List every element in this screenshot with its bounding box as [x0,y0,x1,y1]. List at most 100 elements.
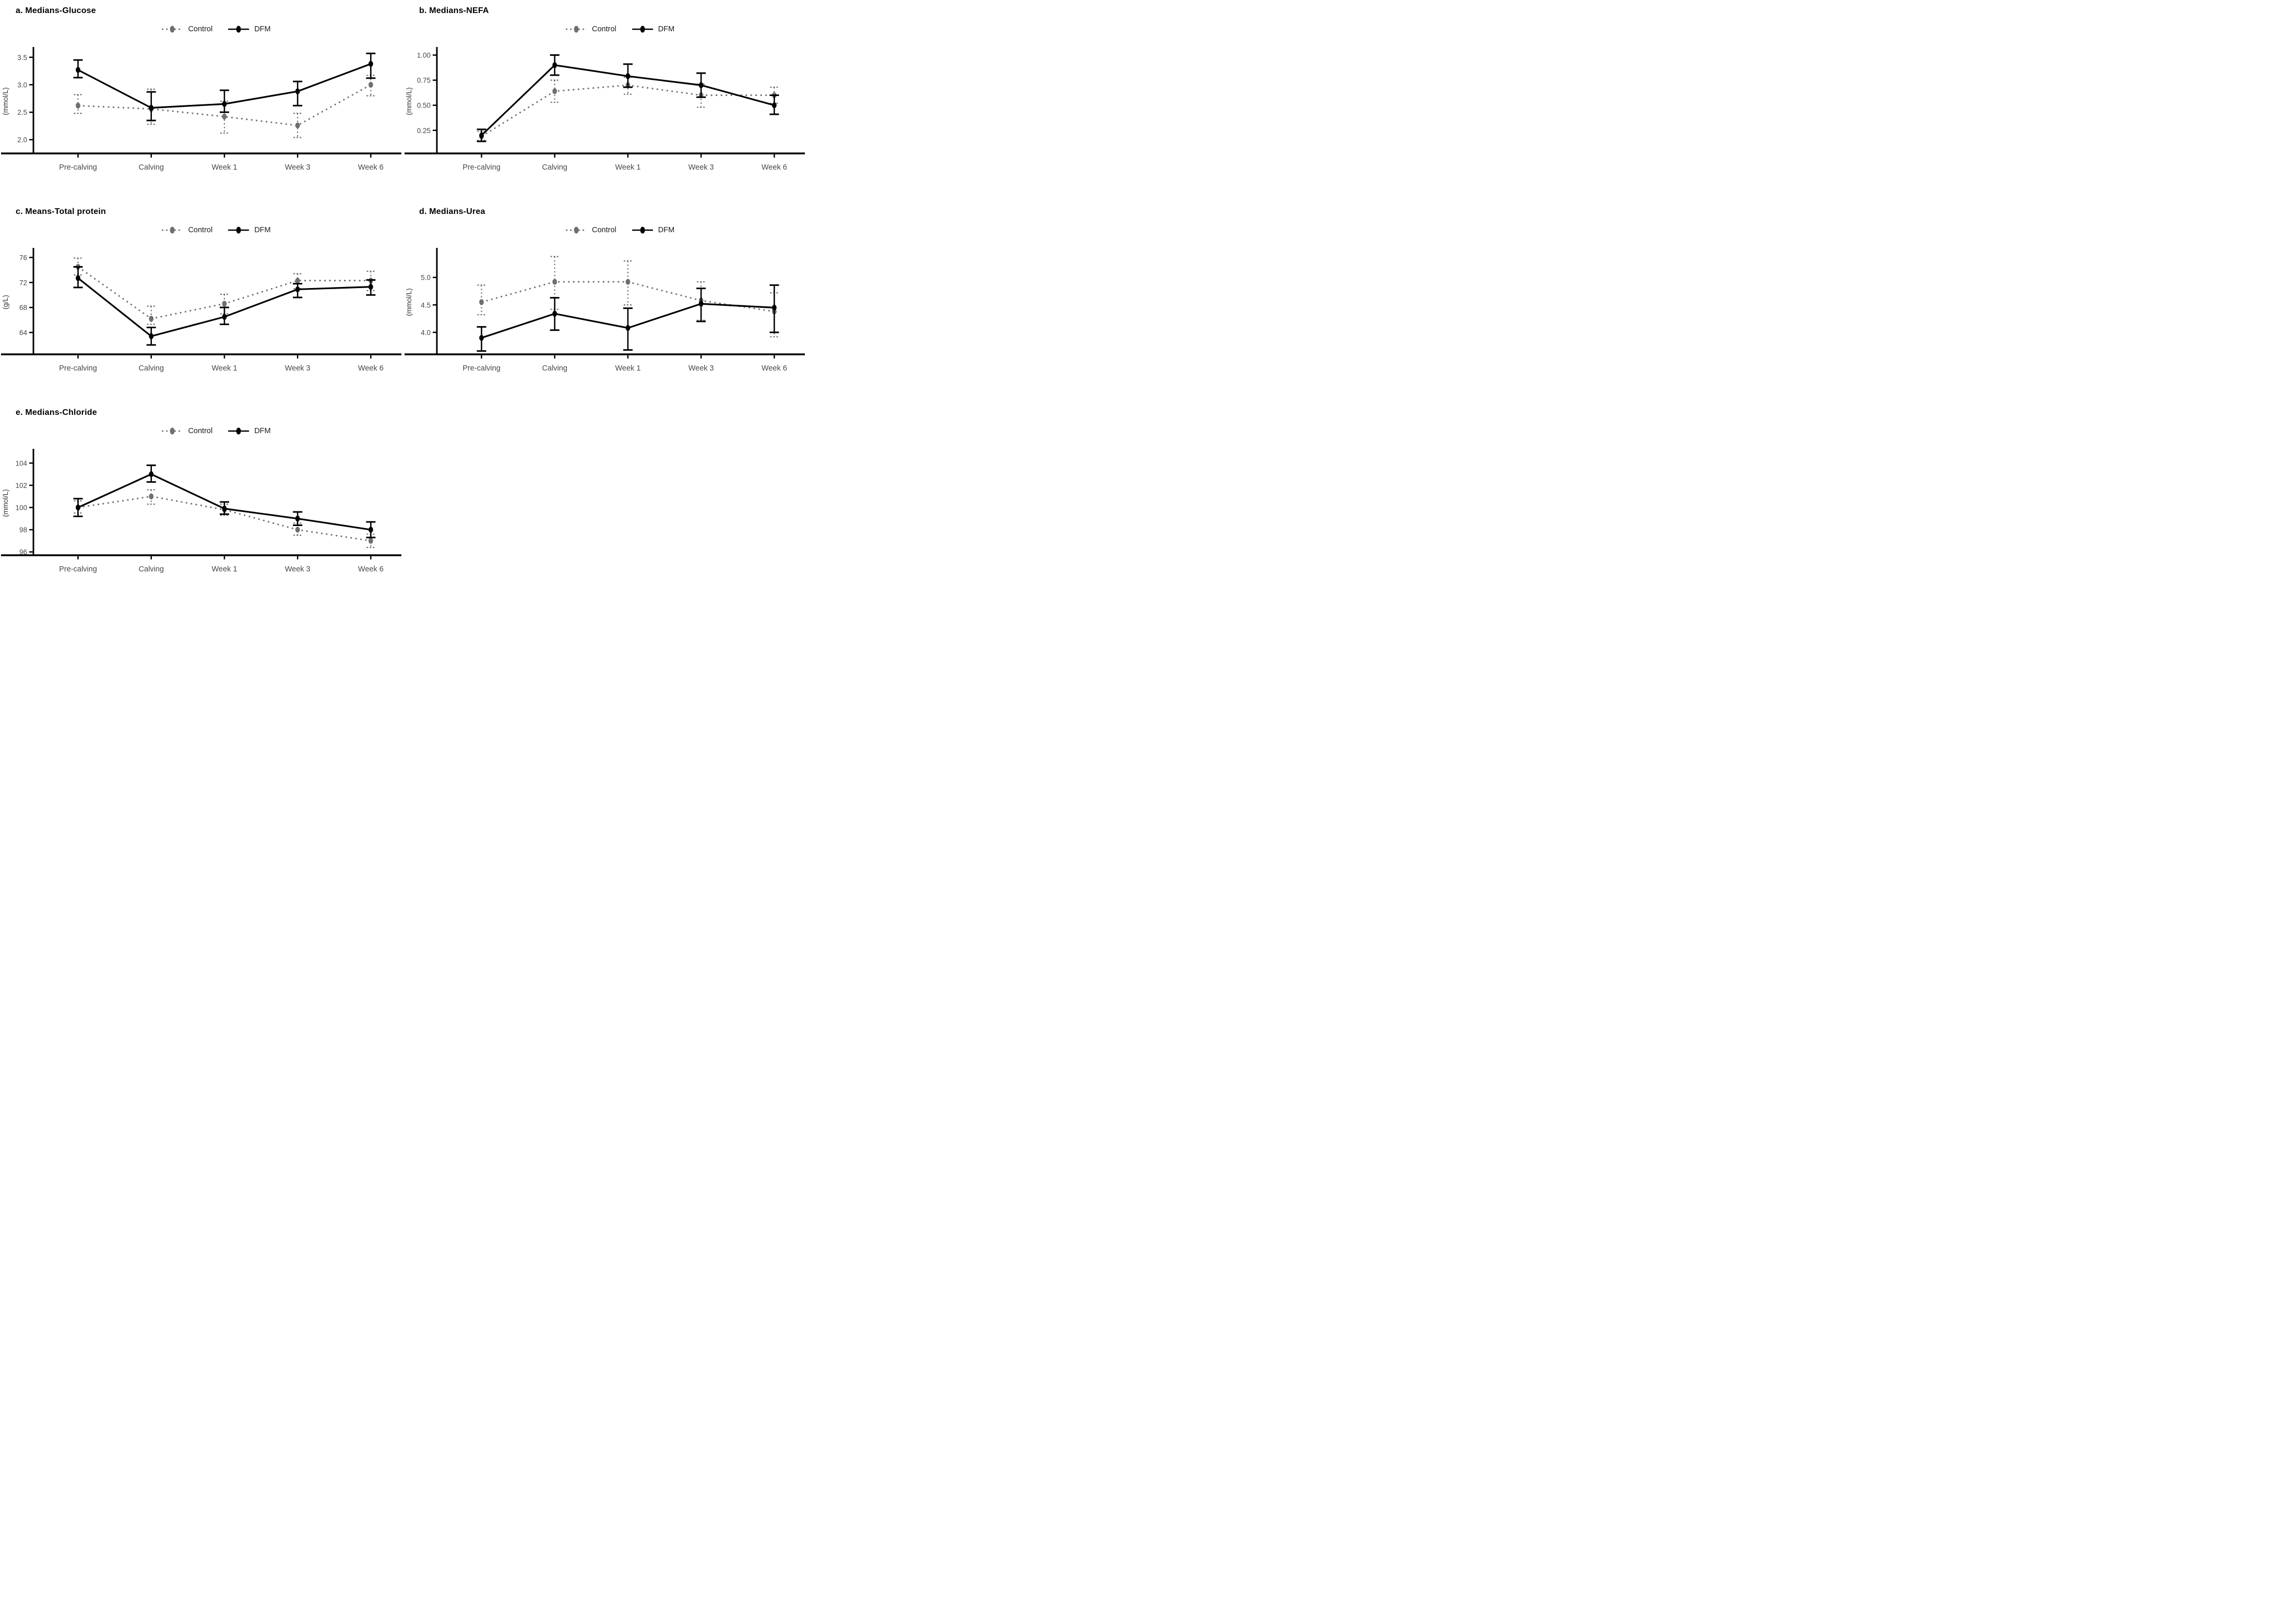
panel-title-glucose: a. Medians-Glucose [16,6,96,15]
legend-label-control: Control [188,427,213,435]
svg-text:Week 1: Week 1 [211,565,237,574]
panel-chloride: e. Medians-Chloride Control DFM 96 98 100 1… [0,402,403,583]
svg-text:0.25: 0.25 [417,127,431,135]
svg-text:(mmol/L): (mmol/L) [405,87,413,115]
svg-text:Calving: Calving [139,163,164,172]
control-marker-icon [161,25,184,34]
legend-label-control: Control [188,226,213,234]
dfm-marker-icon [631,25,654,34]
svg-text:(mmol/L): (mmol/L) [2,489,9,517]
chart-chloride: 96 98 100 102 104 (mmol/L) Pre-calving Calving W… [0,448,403,579]
legend-label-dfm: DFM [658,226,675,234]
svg-text:64: 64 [19,329,28,337]
svg-text:2.0: 2.0 [17,136,27,144]
panel-title-chloride: e. Medians-Chloride [16,408,97,417]
legend-label-dfm: DFM [254,25,271,33]
legend-nefa: Control DFM [418,24,822,34]
control-marker-icon [565,25,588,34]
panel-total-protein: c. Means-Total protein Control DFM 64 68 7… [0,201,403,402]
svg-text:Week 1: Week 1 [615,364,640,373]
svg-text:Pre-calving: Pre-calving [462,364,501,373]
panel-urea: d. Medians-Urea Control DFM 4.0 4.5 5.0 (mm… [403,201,807,402]
legend-item-control: Control [565,25,616,34]
legend-item-control: Control [565,225,616,235]
svg-text:72: 72 [19,279,27,286]
svg-text:100: 100 [15,504,27,512]
svg-text:68: 68 [19,304,27,312]
svg-text:0.75: 0.75 [417,77,431,85]
svg-text:Week 1: Week 1 [211,163,237,172]
svg-text:2.5: 2.5 [17,109,27,116]
svg-text:Week 3: Week 3 [285,163,311,172]
legend-glucose: Control DFM [14,24,418,34]
svg-text:Week 6: Week 6 [762,163,787,172]
legend-item-control: Control [161,225,212,235]
control-marker-icon [161,225,184,235]
legend-chloride: Control DFM [14,426,418,436]
legend-item-dfm: DFM [227,426,271,436]
chart-glucose: 2.0 2.5 3.0 3.5 (mmol/L) Pre-calving Calving We… [0,46,403,177]
chart-nefa: 0.25 0.50 0.75 1.00 (mmol/L) Pre-calving Calvi… [403,46,807,177]
legend-label-dfm: DFM [254,226,271,234]
svg-text:Calving: Calving [139,565,164,574]
svg-text:Week 6: Week 6 [762,364,787,373]
legend-item-dfm: DFM [631,225,674,235]
chart-canvas-total-protein: 64 68 72 76 (g/L) Pre-calving Calving Week 1 Wee… [1,248,401,373]
figure-panel-grid: a. Medians-Glucose Control DFM 2.0 2.5 3.0… [0,0,807,583]
svg-text:Calving: Calving [542,163,567,172]
svg-text:Pre-calving: Pre-calving [462,163,501,172]
chart-total-protein: 64 68 72 76 (g/L) Pre-calving Calving Week 1 Wee… [0,247,403,378]
legend-item-dfm: DFM [631,25,674,34]
svg-text:1.00: 1.00 [417,52,431,59]
chart-canvas-chloride: 96 98 100 102 104 (mmol/L) Pre-calving Calving W… [1,449,401,574]
svg-text:Week 6: Week 6 [358,364,384,373]
chart-canvas-urea: 4.0 4.5 5.0 (mmol/L) Pre-calving Calving Week … [405,248,805,373]
dfm-marker-icon [227,225,250,235]
panel-glucose: a. Medians-Glucose Control DFM 2.0 2.5 3.0… [0,0,403,201]
svg-text:Pre-calving: Pre-calving [59,565,97,574]
dfm-marker-icon [631,225,654,235]
svg-text:Week 3: Week 3 [285,364,311,373]
control-marker-icon [161,426,184,436]
legend-label-control: Control [188,25,213,33]
svg-text:Week 3: Week 3 [688,163,714,172]
svg-text:3.5: 3.5 [17,54,27,62]
legend-item-control: Control [161,25,212,34]
svg-text:Week 3: Week 3 [688,364,714,373]
svg-text:96: 96 [19,548,27,556]
svg-text:102: 102 [15,482,27,489]
svg-text:76: 76 [19,254,27,261]
chart-canvas-glucose: 2.0 2.5 3.0 3.5 (mmol/L) Pre-calving Calving We… [1,47,401,172]
figure-page: { "figure": { "legend": { "control_label… [0,0,807,583]
legend-label-dfm: DFM [658,25,675,33]
svg-text:4.0: 4.0 [421,329,431,337]
legend-urea: Control DFM [418,225,822,235]
legend-item-dfm: DFM [227,25,271,34]
legend-total-protein: Control DFM [14,225,418,235]
svg-text:Week 1: Week 1 [615,163,640,172]
svg-text:Week 6: Week 6 [358,565,384,574]
panel-title-nefa: b. Medians-NEFA [419,6,489,15]
empty-cell [403,402,807,583]
svg-text:Pre-calving: Pre-calving [59,364,97,373]
chart-urea: 4.0 4.5 5.0 (mmol/L) Pre-calving Calving Week … [403,247,807,378]
dfm-marker-icon [227,426,250,436]
control-marker-icon [565,225,588,235]
svg-text:(mmol/L): (mmol/L) [2,87,9,115]
svg-text:4.5: 4.5 [421,301,431,309]
svg-text:0.50: 0.50 [417,102,431,110]
svg-text:Pre-calving: Pre-calving [59,163,97,172]
svg-text:Calving: Calving [139,364,164,373]
svg-text:Week 3: Week 3 [285,565,311,574]
legend-label-control: Control [591,226,616,234]
panel-title-total-protein: c. Means-Total protein [16,207,106,216]
svg-text:(mmol/L): (mmol/L) [405,288,413,316]
legend-item-dfm: DFM [227,225,271,235]
svg-text:3.0: 3.0 [17,81,27,89]
svg-text:104: 104 [15,459,27,467]
panel-title-urea: d. Medians-Urea [419,207,485,216]
svg-text:Week 1: Week 1 [211,364,237,373]
svg-text:(g/L): (g/L) [2,295,9,309]
legend-item-control: Control [161,426,212,436]
svg-text:5.0: 5.0 [421,274,431,282]
